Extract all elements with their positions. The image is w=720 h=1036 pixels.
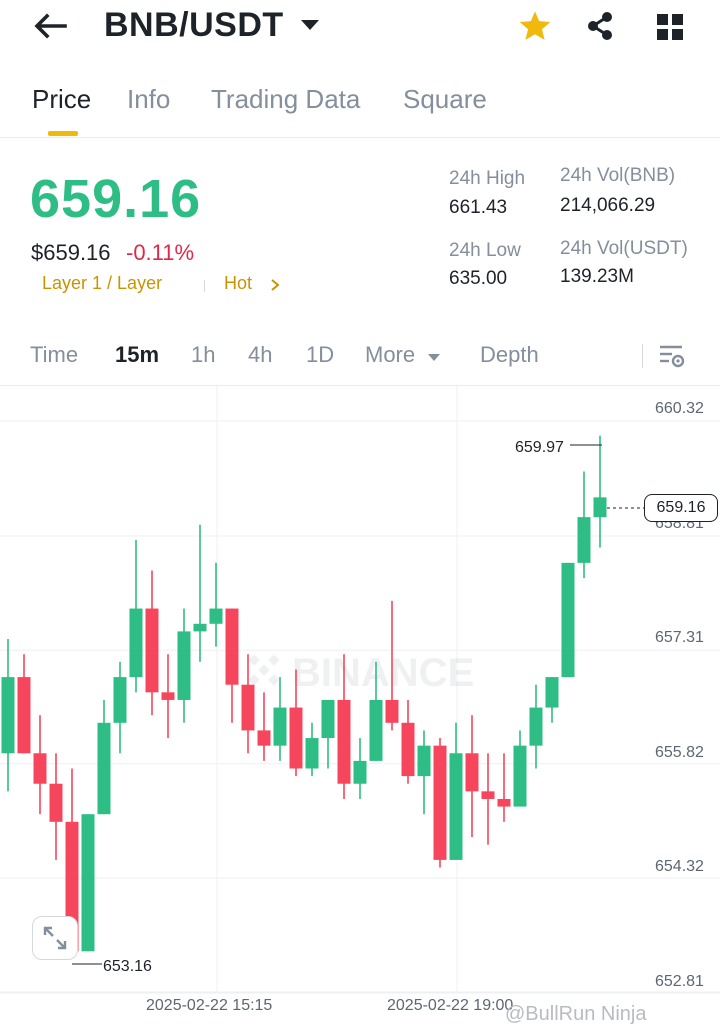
grid-icon	[657, 14, 683, 40]
candle-body[interactable]	[177, 631, 191, 700]
candle-body[interactable]	[209, 608, 223, 624]
candle-body[interactable]	[81, 814, 95, 952]
candle-body[interactable]	[497, 798, 511, 807]
arrow-left-icon	[34, 13, 67, 39]
chart-settings-button[interactable]	[656, 340, 688, 372]
star-icon	[519, 11, 551, 40]
candle-body[interactable]	[241, 684, 255, 731]
candle-body[interactable]	[385, 699, 399, 723]
share-button[interactable]	[582, 8, 618, 44]
min-price-label: 653.16	[103, 958, 152, 975]
candle-body[interactable]	[513, 745, 527, 807]
candle-body[interactable]	[97, 722, 111, 815]
stat-24h-high-label: 24h High	[449, 168, 526, 189]
back-button[interactable]	[30, 10, 70, 42]
last-price: 659.16	[30, 169, 202, 229]
candle-body[interactable]	[193, 623, 207, 632]
stat-24h-vol-usdt-value: 139.23M	[560, 266, 634, 287]
candle-body[interactable]	[417, 745, 431, 777]
fullscreen-button[interactable]	[32, 916, 78, 960]
candle-body[interactable]	[593, 497, 607, 518]
interval-more[interactable]: More	[365, 342, 416, 367]
candle-body[interactable]	[161, 692, 175, 700]
favorite-button[interactable]	[516, 8, 554, 44]
interval-1d[interactable]: 1D	[306, 342, 335, 367]
grid-menu-button[interactable]	[652, 10, 688, 44]
y-tick-label: 657.31	[655, 629, 704, 646]
candle-body[interactable]	[337, 699, 351, 784]
stat-24h-vol-usdt-label: 24h Vol(USDT)	[560, 238, 688, 259]
pair-title[interactable]: BNB/USDT	[104, 6, 284, 44]
tab-price[interactable]: Price	[32, 84, 92, 114]
candle-body[interactable]	[449, 753, 463, 860]
category-tag-hot[interactable]: Hot	[224, 273, 253, 293]
max-price-label: 659.97	[515, 439, 564, 456]
stat-24h-vol-bnb-label: 24h Vol(BNB)	[560, 165, 676, 186]
candle-body[interactable]	[113, 677, 127, 723]
share-icon	[588, 12, 612, 40]
binance-watermark: BINANCE	[248, 651, 474, 695]
stat-24h-vol-bnb-value: 214,066.29	[560, 195, 656, 216]
candle-body[interactable]	[49, 783, 63, 822]
candle-body[interactable]	[353, 760, 367, 784]
candle-body[interactable]	[577, 517, 591, 563]
pair-dropdown-button[interactable]	[298, 14, 322, 36]
candle-body[interactable]	[289, 707, 303, 769]
candle-body[interactable]	[465, 753, 479, 792]
stat-24h-low-label: 24h Low	[449, 240, 521, 261]
interval-15m[interactable]: 15m	[115, 342, 160, 367]
candle-body[interactable]	[321, 699, 335, 739]
interval-divider	[642, 344, 643, 368]
tab-trading-data[interactable]: Trading Data	[211, 84, 361, 114]
y-tick-label: 660.32	[655, 400, 704, 417]
interval-4h[interactable]: 4h	[248, 342, 273, 367]
more-caret-down-icon	[427, 350, 441, 368]
stat-24h-high-value: 661.43	[449, 197, 508, 218]
chevron-right-icon	[270, 278, 280, 297]
candle-body[interactable]	[17, 677, 31, 754]
candle-body[interactable]	[529, 707, 543, 746]
chart-settings-icon	[660, 345, 685, 368]
candle-body[interactable]	[481, 791, 495, 799]
tabs-divider	[0, 137, 720, 138]
candle-body[interactable]	[129, 608, 143, 678]
tab-square[interactable]: Square	[403, 84, 487, 114]
candle-body[interactable]	[433, 745, 447, 860]
expand-icon	[43, 926, 67, 950]
y-tick-label: 652.81	[655, 973, 704, 990]
candle-body[interactable]	[369, 699, 383, 761]
candle-body[interactable]	[273, 707, 287, 746]
watermark-text: BINANCE	[292, 651, 474, 695]
y-tick-label: 654.32	[655, 858, 704, 875]
candlestick-chart[interactable]: BINANCE 659.97 653.16	[0, 386, 720, 1000]
candle-body[interactable]	[561, 562, 575, 678]
x-tick-label: 2025-02-22 19:00	[387, 997, 514, 1014]
candle-body[interactable]	[225, 608, 239, 685]
category-tag-layer1[interactable]: Layer 1 / Layer	[42, 273, 163, 293]
x-tick-label: 2025-02-22 15:15	[146, 997, 273, 1014]
interval-time[interactable]: Time	[30, 342, 79, 367]
candle-body[interactable]	[257, 730, 271, 746]
candle-body[interactable]	[401, 722, 415, 777]
interval-1h[interactable]: 1h	[191, 342, 216, 367]
price-change-percent: -0.11%	[126, 240, 195, 265]
interval-divider-line	[0, 385, 720, 386]
depth-tab[interactable]: Depth	[480, 342, 539, 367]
candle-body[interactable]	[33, 753, 47, 784]
candle-body[interactable]	[145, 608, 159, 693]
active-tab-indicator	[48, 131, 78, 136]
candle-body[interactable]	[545, 677, 559, 708]
caret-down-icon	[301, 20, 319, 30]
tab-info[interactable]: Info	[127, 84, 171, 114]
stat-24h-low-value: 635.00	[449, 268, 508, 289]
y-tick-label: 655.82	[655, 744, 704, 761]
usd-price: $659.16	[31, 240, 111, 265]
current-price-tag: 659.16	[644, 494, 718, 522]
candle-body[interactable]	[305, 738, 319, 769]
tag-separator	[204, 280, 205, 292]
footer-watermark: @BullRun Ninja	[505, 1003, 647, 1025]
candle-body[interactable]	[1, 677, 15, 754]
